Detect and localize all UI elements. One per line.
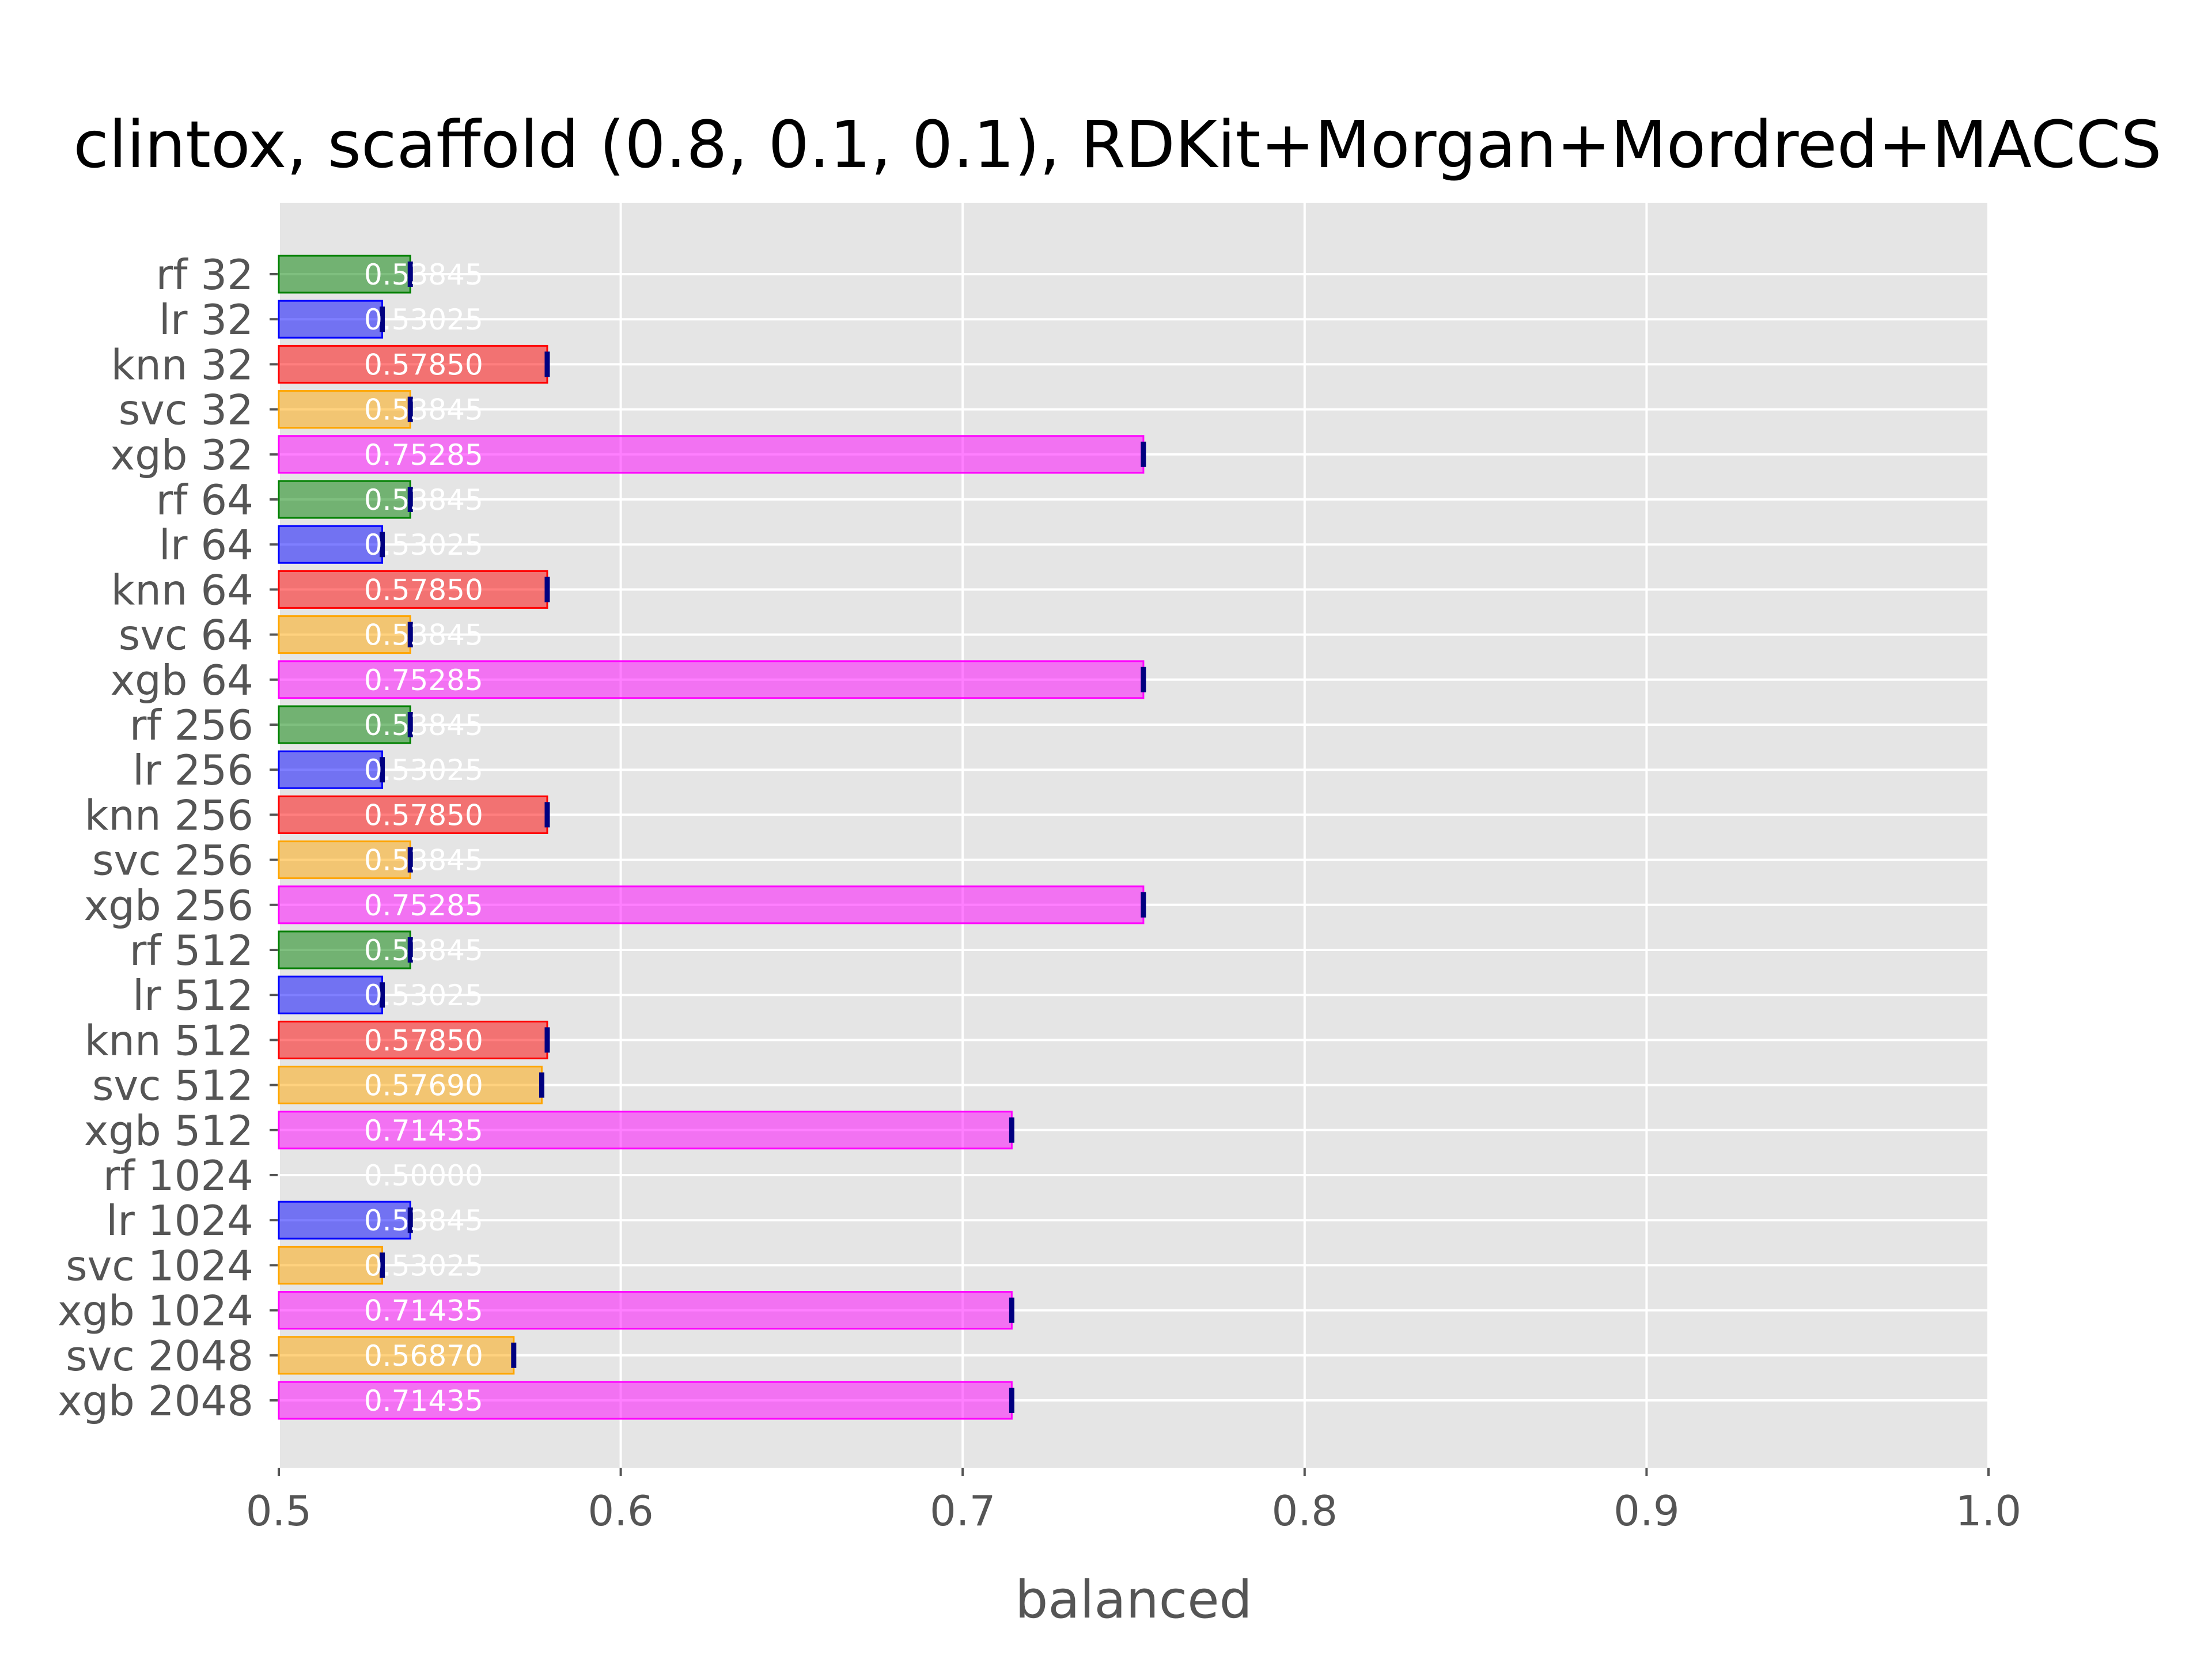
data-label: 0.57850 [364,798,483,832]
data-label: 0.53845 [364,619,483,652]
y-tick-label: rf 64 [156,476,253,524]
y-tick-label: xgb 256 [84,881,253,930]
y-tick-label: xgb 2048 [58,1377,253,1425]
data-label: 0.53025 [364,979,483,1012]
y-tick-label: lr 32 [159,296,253,344]
bar [278,795,548,834]
bar [278,840,411,880]
data-label: 0.75285 [364,889,483,922]
y-tick-label: svc 64 [119,611,253,660]
data-label: 0.53845 [364,934,483,967]
bar [278,1020,548,1059]
y-tick-label: rf 512 [130,926,253,975]
chart-title: clintox, scaffold (0.8, 0.1, 0.1), RDKit… [73,108,2161,183]
y-tick-label: knn 64 [111,566,253,614]
bar [278,1111,1013,1150]
data-label: 0.75285 [364,664,483,697]
y-tick-label: knn 256 [85,791,253,839]
bar [278,930,411,969]
y-tick-label: lr 512 [132,971,253,1020]
bar [278,480,411,519]
y-tick-label: svc 32 [119,386,253,434]
y-tick-label: rf 1024 [103,1152,253,1200]
y-tick-label: lr 1024 [106,1196,253,1245]
y-tick-label: knn 32 [111,340,253,389]
data-label: 0.53845 [364,483,483,517]
data-label: 0.53845 [364,258,483,291]
y-tick-label: xgb 1024 [58,1287,253,1335]
data-label: 0.56870 [364,1339,483,1373]
y-tick-label: lr 64 [159,521,253,569]
x-axis-label: balanced [1015,1570,1252,1630]
data-label: 0.71435 [364,1114,483,1147]
bar [278,390,411,429]
data-labels: 0.53845 0.53025 0.57850 0.53845 0.75285 0.538… [364,258,483,1418]
data-label: 0.57850 [364,573,483,607]
x-tick-label: 0.5 [246,1487,312,1535]
y-tick-label: knn 512 [85,1016,253,1065]
grid-lines [278,203,1990,1468]
data-label: 0.53025 [364,528,483,562]
y-tick-label: lr 256 [132,746,253,794]
x-tick-label: 0.8 [1272,1487,1338,1535]
y-tick-label: svc 256 [92,836,253,885]
bar [278,570,548,609]
bar [278,1291,1013,1330]
bar [278,1381,1013,1420]
x-tick-label: 1.0 [1956,1487,2022,1535]
data-label: 0.53845 [364,1204,483,1237]
data-label: 0.57690 [364,1069,483,1103]
data-label: 0.57850 [364,1024,483,1057]
data-label: 0.71435 [364,1384,483,1418]
bar [278,255,411,294]
y-tick-label: xgb 512 [84,1107,253,1155]
data-label: 0.53845 [364,393,483,427]
y-tick-label: svc 1024 [66,1241,253,1290]
bar [278,435,1145,474]
data-label: 0.53845 [364,844,483,877]
data-label: 0.71435 [364,1294,483,1328]
y-tick-label: xgb 32 [110,431,253,479]
bar [278,750,384,789]
x-axis-ticks: 0.5 0.6 0.7 0.8 0.9 1.0 [246,1468,2022,1535]
x-tick-label: 0.9 [1613,1487,1680,1535]
x-tick-label: 0.7 [930,1487,996,1535]
y-tick-label: rf 32 [156,251,253,299]
bars [278,255,1146,1420]
bar [278,885,1145,925]
plot-area [279,203,1988,1468]
data-label: 0.53845 [364,709,483,742]
bar [278,975,384,1014]
y-tick-label: rf 256 [130,701,253,749]
y-tick-label: svc 512 [92,1062,253,1110]
data-label: 0.53025 [364,753,483,787]
bar [278,344,548,384]
bar [278,615,411,654]
data-label: 0.75285 [364,438,483,472]
data-label: 0.57850 [364,348,483,381]
bar [278,1245,384,1285]
data-label: 0.53025 [364,303,483,336]
x-tick-label: 0.6 [588,1487,654,1535]
y-tick-label: xgb 64 [110,656,253,704]
bar [278,525,384,564]
data-label: 0.50000 [364,1159,483,1192]
y-tick-label: svc 2048 [66,1332,253,1380]
data-label: 0.53025 [364,1249,483,1282]
